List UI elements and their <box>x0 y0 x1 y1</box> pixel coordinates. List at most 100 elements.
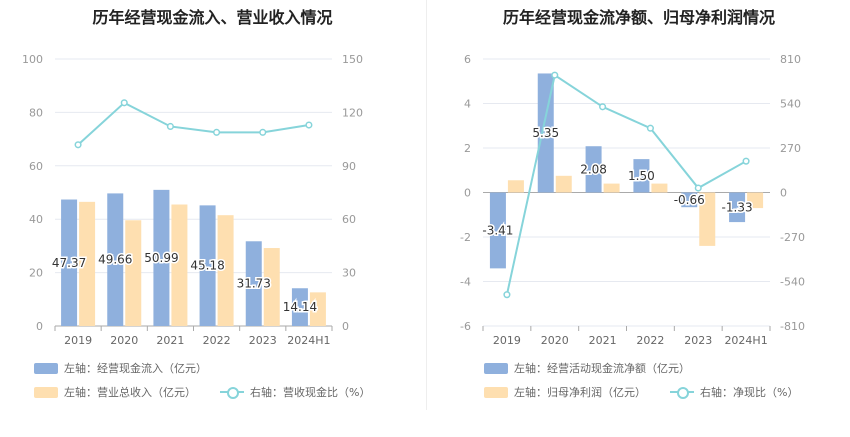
x-axis-category-label: 2023 <box>249 334 277 347</box>
line-marker-icon <box>220 386 244 399</box>
left-axis-tick-label: -4 <box>460 276 471 289</box>
bar-series1 <box>291 288 308 326</box>
x-axis-category-label: 2020 <box>541 334 569 347</box>
ratio-line-point <box>694 184 702 192</box>
x-axis-category-label: 2021 <box>156 334 184 347</box>
x-axis-category-label: 2021 <box>589 334 617 347</box>
legend-label: 左轴：经营现金流入（亿元） <box>64 362 207 375</box>
legend-label: 右轴：净现比（%） <box>700 386 799 399</box>
right-axis-tick-label: 30 <box>342 267 356 280</box>
x-axis-category-label: 2024H1 <box>287 334 330 347</box>
left-legend-item-inflow[interactable]: 左轴：经营现金流入（亿元） <box>34 360 207 376</box>
right-axis-tick-label: -270 <box>780 231 805 244</box>
bar-series1 <box>107 193 124 326</box>
right-chart-title: 历年经营现金流净额、归母净利润情况 <box>502 8 775 27</box>
left-axis-tick-label: 6 <box>464 53 471 66</box>
left-axis-tick-label: 0 <box>36 320 43 333</box>
bar-series1 <box>489 192 506 269</box>
x-axis-category-label: 2020 <box>110 334 138 347</box>
bar-series2 <box>747 192 764 209</box>
right-axis-tick-label: 0 <box>342 320 349 333</box>
bar-series2 <box>651 183 668 193</box>
right-axis-tick-label: 90 <box>342 160 356 173</box>
left-axis-tick-label: -6 <box>460 320 471 333</box>
ratio-line-point <box>503 291 511 299</box>
bar-series2 <box>217 215 234 326</box>
bar-series2 <box>603 183 620 193</box>
left-legend-item-revenue[interactable]: 左轴：营业总收入（亿元） <box>34 384 196 400</box>
right-axis-tick-label: 810 <box>780 53 801 66</box>
right-legend-item-ratio[interactable]: 右轴：净现比（%） <box>670 384 798 400</box>
data-label: 31.73 <box>237 277 271 291</box>
right-axis-tick-label: 540 <box>780 98 801 111</box>
ratio-line-point <box>551 71 559 79</box>
data-label: 5.35 <box>532 126 559 140</box>
ratio-line-point <box>742 157 750 165</box>
x-axis-category-label: 2019 <box>64 334 92 347</box>
right-axis-tick-label: 0 <box>780 187 787 200</box>
blue-swatch-icon <box>484 362 508 374</box>
ratio-line-point <box>166 122 174 131</box>
data-label: 1.50 <box>628 169 655 183</box>
bar-series1 <box>61 199 78 326</box>
ratio-line-point <box>120 99 128 107</box>
orange-swatch-icon <box>34 386 58 398</box>
bar-series1 <box>537 73 554 193</box>
left-axis-tick-label: 100 <box>22 53 43 66</box>
data-label: -0.66 <box>674 193 705 207</box>
legend-label: 左轴：归母净利润（亿元） <box>514 386 646 399</box>
data-label: 45.18 <box>190 259 224 273</box>
data-label: 49.66 <box>98 253 132 267</box>
blue-swatch-icon <box>34 362 58 374</box>
right-axis-tick-label: 60 <box>342 213 356 226</box>
x-axis-category-label: 2024H1 <box>724 334 767 347</box>
data-label: 47.37 <box>52 256 86 270</box>
legend-label: 左轴：经营活动现金流净额（亿元） <box>514 362 690 375</box>
bar-series1 <box>729 192 746 223</box>
bar-series2 <box>125 220 142 326</box>
x-axis-category-label: 2019 <box>493 334 521 347</box>
line-marker-icon <box>670 386 694 399</box>
bar-series2 <box>263 248 280 326</box>
right-axis-tick-label: 150 <box>342 53 363 66</box>
ratio-line-point <box>259 128 267 136</box>
panel-divider <box>426 0 427 410</box>
left-axis-tick-label: 60 <box>29 160 43 173</box>
bar-series2 <box>171 204 188 326</box>
ratio-line <box>77 101 310 146</box>
bar-series2 <box>699 192 716 246</box>
bar-series2 <box>555 175 572 193</box>
bar-series1 <box>681 192 698 208</box>
data-label: 50.99 <box>144 251 178 265</box>
bar-series1 <box>585 146 602 193</box>
right-axis-tick-label: 270 <box>780 142 801 155</box>
ratio-line-point <box>646 124 654 132</box>
ratio-line <box>505 73 747 295</box>
right-axis-tick-label: -810 <box>780 320 805 333</box>
left-chart-svg: 0 0 20 30 40 60 60 90 80 120 100 150 2019 2020 2021 202… <box>22 53 363 347</box>
bar-series1 <box>245 241 262 326</box>
ratio-line-point <box>305 121 313 129</box>
left-legend-item-ratio[interactable]: 右轴：营收现金比（%） <box>220 384 370 400</box>
bar-series2 <box>79 201 96 326</box>
right-axis-tick-label: 120 <box>342 106 363 119</box>
right-legend-item-profit[interactable]: 左轴：归母净利润（亿元） <box>484 384 646 400</box>
left-axis-tick-label: 2 <box>464 142 471 155</box>
left-chart-panel: 历年经营现金流入、营业收入情况 0 0 20 30 40 60 60 90 80 120 100 15… <box>22 8 370 400</box>
right-chart-svg: -6 -810 -4 -540 -2 -270 0 0 2 270 4 540 6 810 2019 2020… <box>460 53 805 347</box>
bar-series2 <box>507 180 524 193</box>
bar-series1 <box>153 189 170 326</box>
right-axis-tick-label: -540 <box>780 276 805 289</box>
left-axis-tick-label: 20 <box>29 267 43 280</box>
bar-series1 <box>199 205 216 326</box>
right-chart-panel: 历年经营现金流净额、归母净利润情况 -6 -810 -4 -540 -2 -270 0 0 2 2… <box>428 0 850 437</box>
right-legend-item-netcash[interactable]: 左轴：经营活动现金流净额（亿元） <box>484 360 690 376</box>
left-axis-tick-label: -2 <box>460 231 471 244</box>
data-label: 14.14 <box>283 300 317 314</box>
x-axis-category-label: 2022 <box>636 334 664 347</box>
left-axis-tick-label: 4 <box>464 98 471 111</box>
data-label: -3.41 <box>482 223 513 237</box>
data-label: 2.08 <box>580 162 607 176</box>
x-axis-category-label: 2022 <box>203 334 231 347</box>
bar-series2 <box>309 292 326 326</box>
